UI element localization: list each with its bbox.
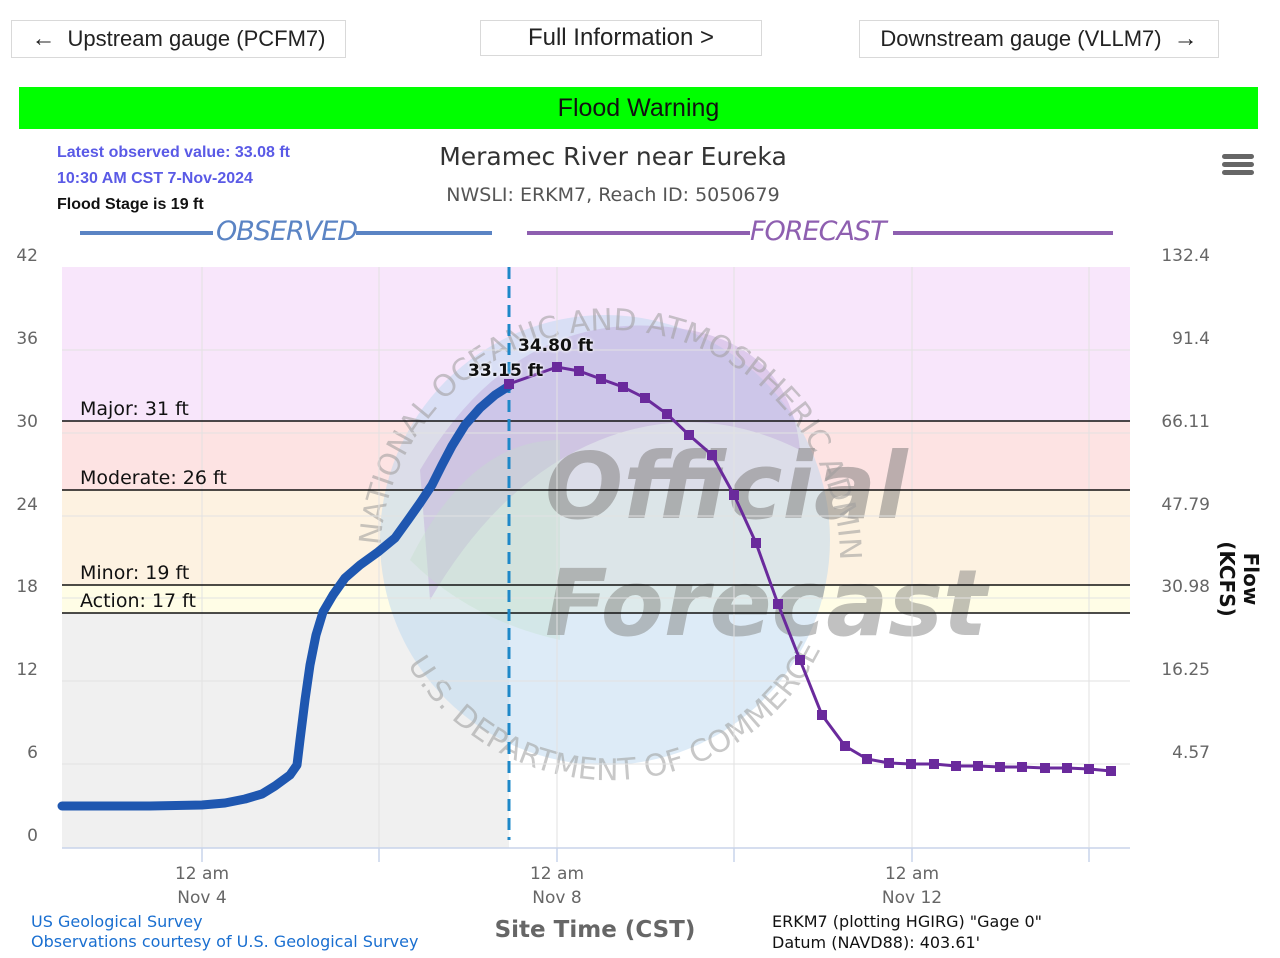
y2-tick-66-11: 66.11 xyxy=(1161,412,1210,432)
usgs-credit-link[interactable]: US Geological Survey xyxy=(31,912,203,931)
chart-title: Meramec River near Eureka xyxy=(439,142,787,171)
full-information-label: Full Information > xyxy=(527,24,715,51)
current-value-label: 33.15 ft xyxy=(468,361,544,381)
x-tick-nov4: 12 am Nov 4 xyxy=(152,862,252,910)
x-tick-nov8: 12 am Nov 8 xyxy=(507,862,607,910)
y2-tick-4-57: 4.57 xyxy=(1172,743,1210,763)
flow-axis-title: Flow (KCFS) xyxy=(1215,541,1263,617)
y-tick-24: 24 xyxy=(16,495,38,515)
svg-text:Official: Official xyxy=(545,433,909,540)
flood-stage-text: Flood Stage is 19 ft xyxy=(57,196,204,213)
x-axis xyxy=(62,847,1130,862)
x-tick-time: 12 am xyxy=(174,864,229,884)
flood-category-bands xyxy=(62,267,1130,848)
y-tick-30: 30 xyxy=(16,412,38,432)
crest-value-label: 34.80 ft xyxy=(518,336,594,356)
major-threshold-label: Major: 31 ft xyxy=(80,398,189,420)
x-tick-time: 12 am xyxy=(884,864,939,884)
downstream-gauge-button[interactable]: Downstream gauge (VLLM7) → xyxy=(859,20,1219,58)
moderate-threshold-label: Moderate: 26 ft xyxy=(80,467,227,489)
y2-tick-47-79: 47.79 xyxy=(1161,495,1210,515)
full-information-button[interactable]: Full Information > xyxy=(480,20,762,56)
x-axis-title: Site Time (CST) xyxy=(494,917,696,943)
y2-tick-16-25: 16.25 xyxy=(1161,660,1210,680)
y-tick-42: 42 xyxy=(16,246,38,266)
legend-observed-label: OBSERVED xyxy=(216,216,358,247)
chart-subtitle: NWSLI: ERKM7, Reach ID: 5050679 xyxy=(446,184,780,206)
observed-series-line[interactable] xyxy=(57,381,514,811)
observations-credit-link[interactable]: Observations courtesy of U.S. Geological… xyxy=(31,932,419,951)
flood-warning-text: Flood Warning xyxy=(557,93,720,122)
x-tick-date: Nov 8 xyxy=(532,888,582,908)
latest-observed-value: Latest observed value: 33.08 ft xyxy=(57,144,290,161)
y-tick-0: 0 xyxy=(27,826,38,846)
legend-forecast-label: FORECAST xyxy=(750,216,887,247)
y-tick-36: 36 xyxy=(16,329,38,349)
flood-warning-banner: Flood Warning xyxy=(19,87,1258,129)
forecast-series[interactable] xyxy=(504,362,1116,776)
y-tick-18: 18 xyxy=(16,577,38,597)
y-tick-12: 12 xyxy=(16,660,38,680)
y2-tick-132-4: 132.4 xyxy=(1161,246,1210,266)
x-tick-date: Nov 4 xyxy=(177,888,227,908)
y-tick-6: 6 xyxy=(27,743,38,763)
latest-observed-time: 10:30 AM CST 7-Nov-2024 xyxy=(57,170,253,187)
flood-threshold-lines xyxy=(62,420,1130,614)
action-threshold-label: Action: 17 ft xyxy=(80,590,196,612)
datum-line-2: Datum (NAVD88): 403.61' xyxy=(772,933,981,952)
y2-tick-91-4: 91.4 xyxy=(1172,329,1210,349)
x-tick-date: Nov 12 xyxy=(881,888,943,908)
y2-tick-30-98: 30.98 xyxy=(1161,577,1210,597)
downstream-gauge-label: Downstream gauge (VLLM7) xyxy=(880,26,1162,51)
datum-line-1: ERKM7 (plotting HGIRG) "Gage 0" xyxy=(772,912,1042,931)
arrow-right-icon: → xyxy=(1173,25,1198,52)
svg-text:Forecast: Forecast xyxy=(545,550,990,657)
upstream-gauge-button[interactable]: ← Upstream gauge (PCFM7) xyxy=(11,20,346,58)
arrow-left-icon: ← xyxy=(31,25,56,52)
upstream-gauge-label: Upstream gauge (PCFM7) xyxy=(67,26,326,51)
x-tick-nov12: 12 am Nov 12 xyxy=(862,862,962,910)
minor-threshold-label: Minor: 19 ft xyxy=(80,562,190,584)
hamburger-menu-icon[interactable] xyxy=(1222,154,1254,178)
x-tick-time: 12 am xyxy=(529,864,584,884)
